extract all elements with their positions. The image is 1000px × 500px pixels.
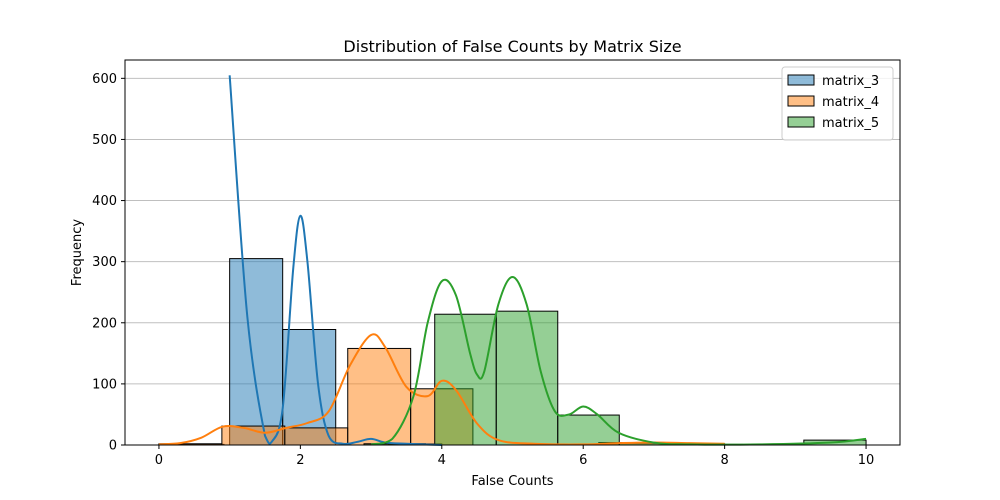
legend-swatch-matrix_3 bbox=[787, 74, 815, 86]
legend-label-matrix_5: matrix_5 bbox=[822, 116, 879, 131]
x-tick-label: 2 bbox=[296, 453, 304, 468]
x-tick-label: 0 bbox=[155, 453, 163, 468]
kde-line-matrix_5 bbox=[370, 275, 867, 446]
kde-line-matrix_3 bbox=[228, 75, 442, 446]
kde-curves bbox=[158, 75, 867, 446]
y-axis-label: Frequency bbox=[70, 219, 85, 286]
y-tick-label: 500 bbox=[92, 133, 117, 148]
kde-line-matrix_4 bbox=[158, 333, 725, 446]
histogram-bar-matrix_3 bbox=[229, 258, 284, 446]
legend-swatch-matrix_4 bbox=[787, 95, 815, 107]
y-tick-label: 300 bbox=[92, 255, 117, 270]
plot-frame bbox=[124, 59, 901, 446]
x-tick-label: 4 bbox=[438, 453, 446, 468]
x-tick-label: 10 bbox=[858, 453, 875, 468]
x-tick-label: 6 bbox=[579, 453, 587, 468]
histogram-bar-matrix_3 bbox=[282, 329, 337, 446]
y-tick-label: 400 bbox=[92, 194, 117, 209]
histogram-bar-matrix_5 bbox=[495, 310, 559, 446]
legend: matrix_3 matrix_4 matrix_5 bbox=[781, 66, 894, 141]
y-tick-label: 100 bbox=[92, 377, 117, 392]
legend-label-matrix_3: matrix_3 bbox=[822, 74, 879, 89]
axes: 0 100 200 300 400 500 600 0 2 4 6 8 10 bbox=[92, 72, 874, 468]
y-tick-label: 0 bbox=[109, 439, 117, 454]
histogram-bars bbox=[158, 258, 867, 446]
chart-title: Distribution of False Counts by Matrix S… bbox=[343, 37, 681, 56]
histogram-bar-matrix_5 bbox=[557, 414, 620, 446]
y-tick-label: 600 bbox=[92, 72, 117, 87]
histogram-bar-matrix_4 bbox=[347, 347, 412, 446]
legend-swatch-matrix_5 bbox=[787, 116, 815, 128]
legend-label-matrix_4: matrix_4 bbox=[822, 95, 879, 110]
y-tick-label: 200 bbox=[92, 316, 117, 331]
x-axis-label: False Counts bbox=[471, 474, 553, 489]
x-tick-label: 8 bbox=[720, 453, 728, 468]
